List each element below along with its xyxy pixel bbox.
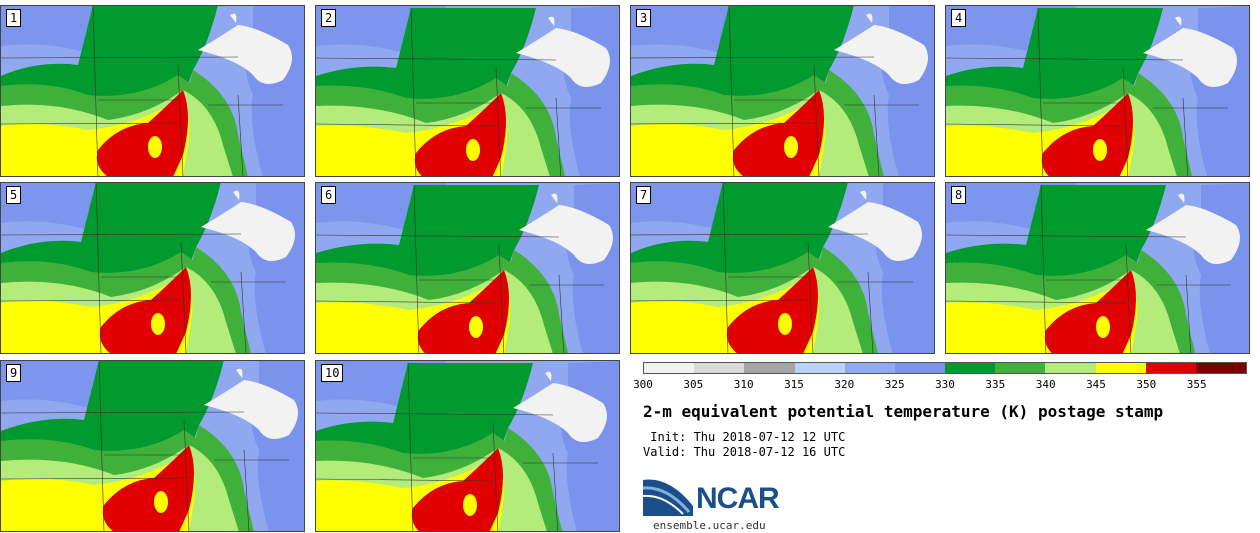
colorbar-segment [694,363,745,373]
init-time: Init: Thu 2018-07-12 12 UTC [643,430,846,444]
map-panel: 9 [0,360,305,532]
colorbar-tick-label: 300 [633,378,653,391]
map-panel: 3 [630,5,935,177]
colorbar-tick-label: 305 [683,378,704,391]
colorbar-segment [945,363,996,373]
panel-member-label: 10 [321,364,344,382]
colorbar-tick-label: 345 [1086,378,1106,391]
colorbar-tick-label: 335 [985,378,1006,391]
panel-member-label: 6 [321,186,337,204]
colorbar-tick-label: 330 [935,378,955,391]
colorbar-segment [1095,363,1146,373]
panel-member-label: 8 [951,186,967,204]
colorbar-segment [1195,363,1247,373]
colorbar-segment [1045,363,1096,373]
map-panel: 8 [945,182,1250,354]
colorbar-segment [894,363,946,373]
colorbar-segment [1145,363,1196,373]
logo-text: NCAR [696,482,780,515]
colorbar-tick-label: 310 [733,378,754,391]
map-panel: 4 [945,5,1250,177]
colorbar-segment [644,363,695,373]
colorbar-tick-label: 325 [884,378,905,391]
map-panel: 2 [315,5,620,177]
map-panel: 6 [315,182,620,354]
map-panel: 7 [630,182,935,354]
colorbar-tick-label: 355 [1186,378,1207,391]
panel-member-label: 2 [321,9,337,27]
map-panel: 1 [0,5,305,177]
colorbar-segment [794,363,845,373]
colorbar-tick-label: 340 [1035,378,1056,391]
ncar-logo: NCAR ensemble.ucar.edu [642,476,803,532]
colorbar [643,362,1247,374]
chart-title: 2-m equivalent potential temperature (K)… [643,402,1164,421]
panel-member-label: 1 [6,9,22,27]
colorbar-segment [995,363,1046,373]
colorbar-segment [744,363,795,373]
panel-member-label: 4 [951,9,967,27]
map-panel: 10 [315,360,620,532]
panel-member-label: 9 [6,364,22,382]
colorbar-tick-label: 320 [834,378,855,391]
panel-member-label: 3 [636,9,652,27]
valid-time: Valid: Thu 2018-07-12 16 UTC [643,445,846,459]
ncar-logo-icon [642,479,693,516]
colorbar-tick-label: 350 [1136,378,1157,391]
panel-member-label: 7 [636,186,652,204]
map-panel: 5 [0,182,305,354]
panel-member-label: 5 [6,186,22,204]
colorbar-ticks: 300 305 310 315 320 325 330 335 340 345 350 355 [633,378,1247,392]
colorbar-segment [844,363,895,373]
logo-url: ensemble.ucar.edu [653,519,766,532]
colorbar-tick-label: 315 [784,378,804,391]
